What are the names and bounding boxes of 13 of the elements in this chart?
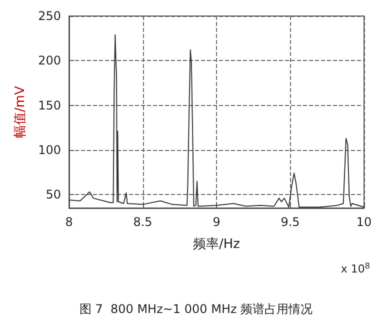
- x-tick-label: 9.5: [280, 215, 300, 229]
- x-tick-label: 10: [356, 215, 372, 229]
- text: 图 7 800 MHz~1 000 MHz 频谱占用情况: [79, 302, 313, 316]
- y-tick-label: 200: [38, 54, 61, 68]
- y-axis-title: 幅值/mV: [13, 86, 28, 138]
- y-tick-label: 50: [46, 188, 61, 202]
- x-tick-label: 9: [212, 215, 220, 229]
- x-tick-label: 8.5: [133, 215, 152, 229]
- x-tick-label: 8: [65, 215, 73, 229]
- y-tick-label: 250: [38, 9, 61, 23]
- y-tick-label: 150: [38, 98, 61, 112]
- y-tick-label: 100: [38, 142, 61, 157]
- x-axis-title: 频率/Hz: [193, 236, 240, 252]
